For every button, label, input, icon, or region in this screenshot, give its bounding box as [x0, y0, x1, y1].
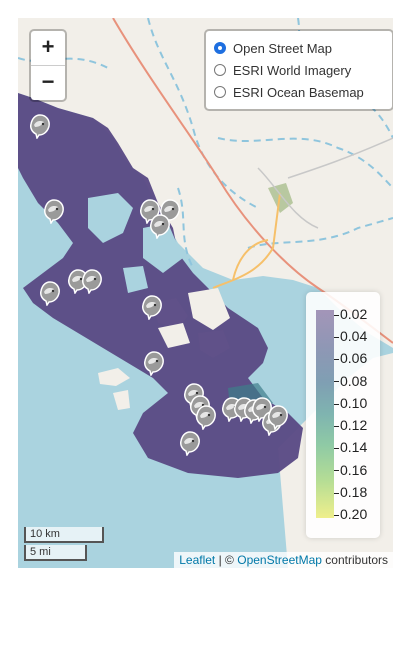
- legend-tick-label: 0.14: [334, 439, 367, 455]
- layer-option-osm[interactable]: Open Street Map: [214, 37, 386, 59]
- legend-tick-label: 0.06: [334, 350, 367, 366]
- whale-icon[interactable]: [140, 294, 164, 320]
- zoom-in-button[interactable]: +: [41, 34, 55, 59]
- layer-radio-esri-imagery[interactable]: [214, 64, 226, 76]
- layer-label-osm: Open Street Map: [233, 40, 332, 56]
- whale-icon[interactable]: [142, 350, 166, 376]
- layer-radio-esri-ocean[interactable]: [214, 86, 226, 98]
- color-legend: 0.02 0.04 0.06 0.08 0.10 0.12 0.14 0.16 0.18 0.20: [306, 292, 380, 538]
- scale-bar-mi: 5 mi: [24, 545, 87, 561]
- legend-tick-label: 0.08: [334, 373, 367, 389]
- legend-tick-label: 0.10: [334, 395, 367, 411]
- whale-icon[interactable]: [28, 113, 52, 139]
- leaflet-link[interactable]: Leaflet: [179, 553, 216, 567]
- legend-ticks: 0.02 0.04 0.06 0.08 0.10 0.12 0.14 0.16 0.18 0.20: [334, 306, 378, 522]
- layer-radio-osm[interactable]: [214, 42, 226, 54]
- whale-icon[interactable]: [42, 198, 66, 224]
- legend-tick-label: 0.16: [334, 462, 367, 478]
- layer-option-esri-ocean[interactable]: ESRI Ocean Basemap: [214, 81, 386, 103]
- legend-tick-label: 0.12: [334, 417, 367, 433]
- legend-tick-label: 0.18: [334, 484, 367, 500]
- whale-icon[interactable]: [80, 268, 104, 294]
- legend-tick-label: 0.04: [334, 328, 367, 344]
- map-attribution: Leaflet | © OpenStreetMap contributors: [174, 552, 393, 568]
- layer-option-esri-imagery[interactable]: ESRI World Imagery: [214, 59, 386, 81]
- layer-label-esri-ocean: ESRI Ocean Basemap: [233, 84, 364, 100]
- whale-icon[interactable]: [194, 404, 218, 430]
- osm-link[interactable]: OpenStreetMap: [237, 553, 322, 567]
- whale-icon[interactable]: [148, 213, 172, 239]
- attribution-suffix: contributors: [325, 553, 388, 567]
- layer-control: Open Street Map ESRI World Imagery ESRI …: [204, 29, 393, 111]
- whale-icon[interactable]: [38, 280, 62, 306]
- attribution-separator: | ©: [218, 553, 234, 567]
- legend-tick-label: 0.20: [334, 506, 367, 522]
- whale-icon[interactable]: [266, 404, 290, 430]
- layer-label-esri-imagery: ESRI World Imagery: [233, 62, 352, 78]
- whale-icon[interactable]: [178, 430, 202, 456]
- scale-bar-km: 10 km: [24, 527, 104, 543]
- map-container[interactable]: + − Open Street Map ESRI World Imagery E…: [18, 18, 393, 568]
- legend-color-bar: [316, 310, 334, 518]
- zoom-out-button[interactable]: −: [31, 65, 65, 100]
- legend-tick-label: 0.02: [334, 306, 367, 322]
- zoom-control: + −: [29, 29, 67, 102]
